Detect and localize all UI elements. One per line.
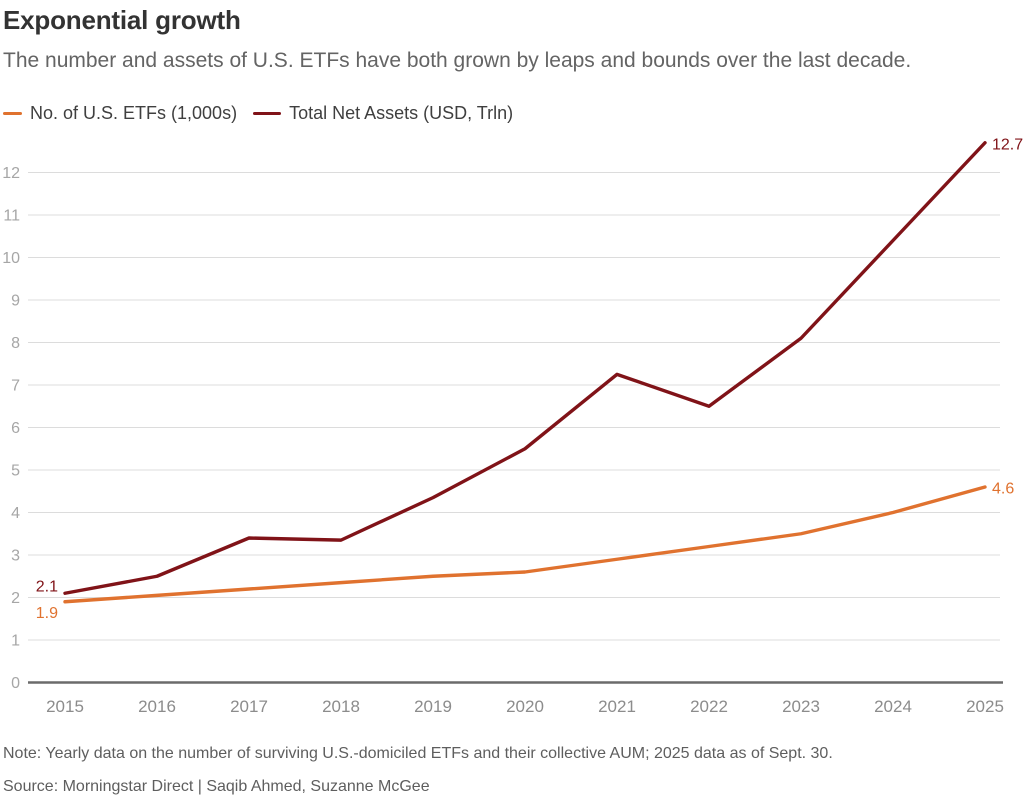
legend-item-etfs: No. of U.S. ETFs (1,000s) xyxy=(3,103,237,124)
etfs-start-value-label: 1.9 xyxy=(36,605,58,622)
x-axis-label: 2018 xyxy=(322,697,360,716)
x-axis-label: 2022 xyxy=(690,697,728,716)
x-axis-label: 2024 xyxy=(874,697,912,716)
chart-subtitle: The number and assets of U.S. ETFs have … xyxy=(3,49,912,72)
etfs-end-value-label: 4.6 xyxy=(992,481,1014,498)
chart-title: Exponential growth xyxy=(3,5,241,35)
x-axis-label: 2025 xyxy=(966,697,1004,716)
y-axis-label: 2 xyxy=(11,590,20,607)
assets-start-value-label: 2.1 xyxy=(36,578,58,595)
y-axis-label: 3 xyxy=(11,548,20,565)
chart-source: Source: Morningstar Direct | Saqib Ahmed… xyxy=(3,778,430,795)
x-axis-label: 2019 xyxy=(414,697,452,716)
line-chart: 0 1 2 3 4 5 6 7 8 9 10 11 12 2015 2016 2017 2018 2019 2020… xyxy=(0,130,1024,730)
y-axis-label: 11 xyxy=(3,208,20,225)
y-axis-label: 7 xyxy=(11,378,20,395)
legend-label-assets: Total Net Assets (USD, Trln) xyxy=(289,103,514,123)
x-axis-label: 2016 xyxy=(138,697,176,716)
x-axis-label: 2020 xyxy=(506,697,544,716)
x-axis-label: 2023 xyxy=(782,697,820,716)
y-axis-label: 5 xyxy=(11,463,20,480)
x-axis-label: 2021 xyxy=(598,697,636,716)
y-axis-label: 6 xyxy=(11,420,20,437)
y-axis-label: 1 xyxy=(11,633,20,650)
y-axis-label: 4 xyxy=(11,505,20,522)
etfs-line-swatch xyxy=(3,111,22,116)
assets-line-swatch xyxy=(253,111,282,116)
chart-note: Note: Yearly data on the number of survi… xyxy=(3,745,833,762)
assets-end-value-label: 12.7 xyxy=(992,136,1023,153)
assets-line xyxy=(63,141,987,595)
legend-label-etfs: No. of U.S. ETFs (1,000s) xyxy=(30,103,238,123)
etfs-line xyxy=(63,485,987,604)
y-axis-label: 9 xyxy=(11,293,20,310)
legend-item-assets: Total Net Assets (USD, Trln) xyxy=(253,103,513,124)
y-axis-label: 8 xyxy=(11,335,20,352)
y-axis-label: 0 xyxy=(11,675,20,692)
x-axis-label: 2017 xyxy=(230,697,268,716)
y-axis-label: 10 xyxy=(2,250,20,267)
legend: No. of U.S. ETFs (1,000s) Total Net Asse… xyxy=(3,103,513,124)
x-axis-label: 2015 xyxy=(46,697,84,716)
y-axis-label: 12 xyxy=(2,165,20,182)
